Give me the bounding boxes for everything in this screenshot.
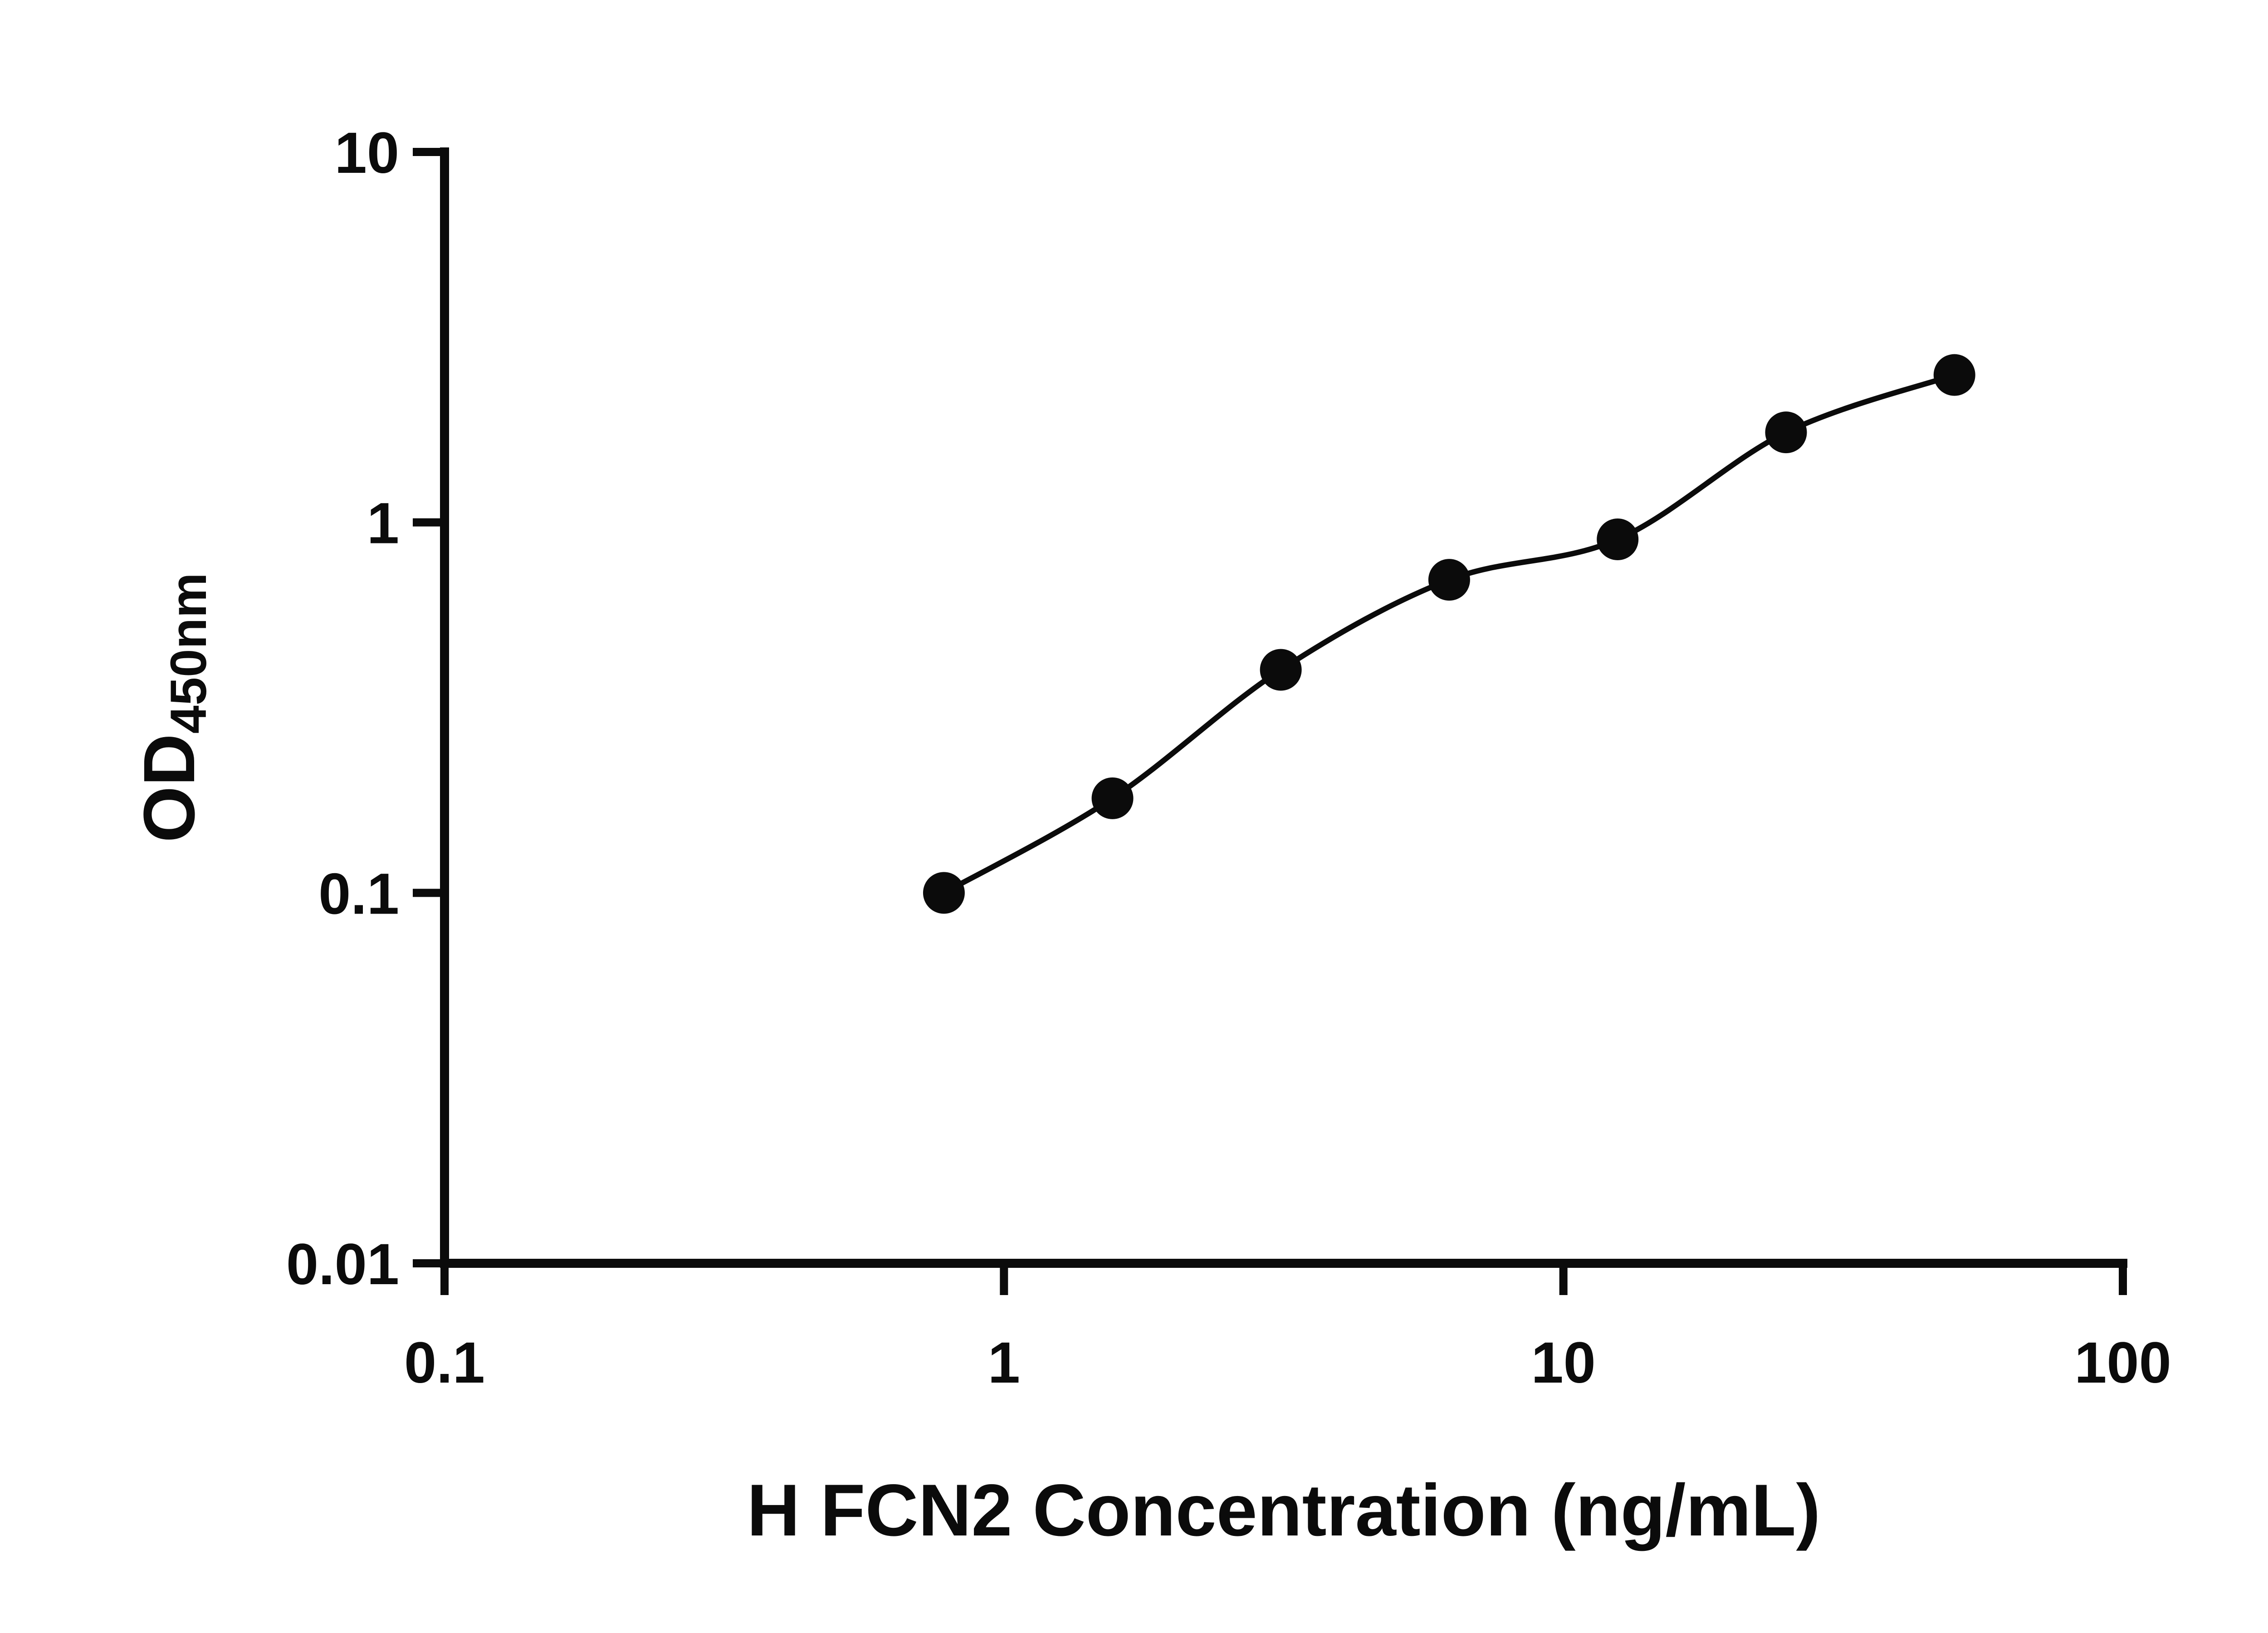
y-tick-label: 10 [335, 121, 399, 186]
y-tick-label: 0.01 [286, 1232, 399, 1297]
data-point [1933, 354, 1975, 396]
data-point [1260, 649, 1302, 691]
x-axis-title: H FCN2 Concentration (ng/mL) [747, 1469, 1821, 1551]
data-point [1597, 518, 1639, 561]
data-point [923, 872, 965, 914]
y-axis-title: OD450nm [128, 573, 217, 843]
x-tick-label: 10 [1531, 1330, 1595, 1395]
data-point [1428, 559, 1470, 601]
y-tick-label: 0.1 [318, 861, 399, 926]
data-point [1091, 777, 1134, 819]
x-tick-label: 0.1 [404, 1330, 485, 1395]
x-tick-label: 1 [988, 1330, 1020, 1395]
y-axis-title-subscript: 450nm [160, 573, 217, 734]
data-point [1765, 411, 1807, 454]
x-tick-label: 100 [2074, 1330, 2171, 1395]
fit-curve [941, 372, 1957, 896]
y-axis-title-main: OD [128, 733, 210, 842]
y-tick-label: 1 [367, 491, 399, 556]
